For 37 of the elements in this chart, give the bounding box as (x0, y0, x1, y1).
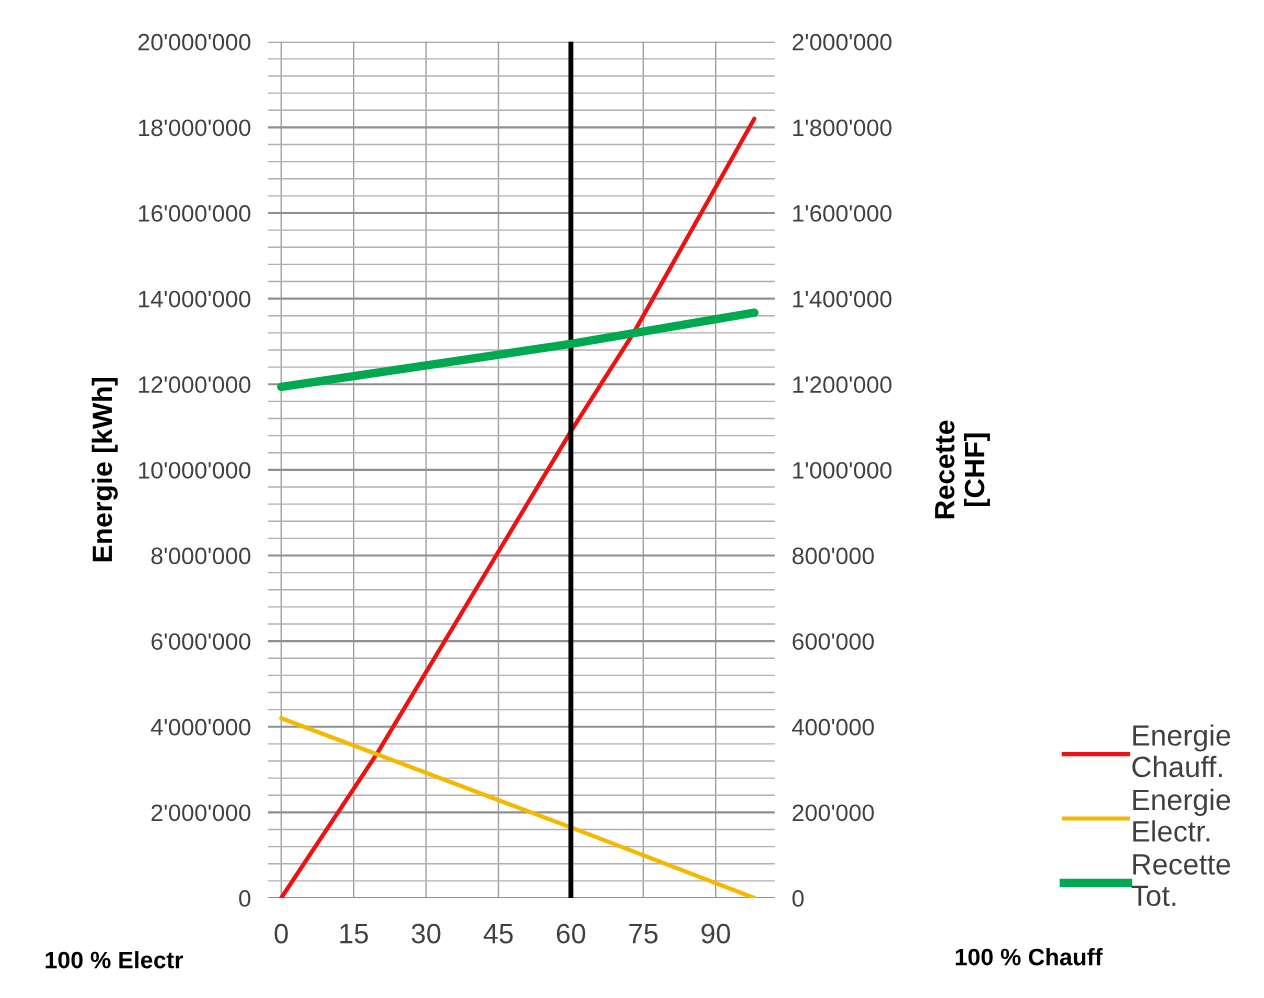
y2-tick-label: 1'400'000 (793, 290, 892, 308)
y-tick-label: 4'000'000 (150, 718, 251, 736)
y-tick-label: 20'000'000 (138, 33, 251, 51)
legend-label: Recette Tot. (1131, 854, 1231, 907)
y2-tick-label: 1'800'000 (793, 119, 892, 137)
y-tick-label: 18'000'000 (139, 119, 251, 137)
y2-axis-title: Recette [CHF] (935, 420, 990, 519)
y-tick-label: 6'000'000 (151, 633, 251, 650)
x-tick-label: 45 (483, 924, 513, 944)
x-tick-label: 30 (411, 923, 441, 944)
y-tick-label: 14'000'000 (139, 290, 251, 308)
y-tick-label: 16'000'000 (139, 205, 251, 222)
text: 100 % Chauff (955, 948, 1103, 966)
x-tick-label: 60 (556, 923, 586, 944)
y-tick-label: 0 (239, 890, 251, 907)
y2-tick-label: 2'000'000 (792, 33, 892, 51)
y2-tick-label: 600'000 (792, 633, 874, 650)
y-tick-label: 2'000'000 (151, 804, 251, 822)
y-tick-label: 10'000'000 (139, 461, 251, 479)
y2-tick-label: 1'200'000 (793, 376, 892, 394)
line-series (279, 116, 757, 898)
legend-label: Energie Electr. (1133, 788, 1231, 842)
y-tick-label: 12'000'000 (139, 376, 251, 394)
x-tick-label: 15 (340, 924, 368, 944)
y2-tick-label: 800'000 (792, 547, 874, 565)
y2-tick-label: 200'000 (792, 804, 874, 822)
y2-tick-label: 400'000 (792, 718, 874, 736)
x-tick-label: 90 (701, 923, 731, 944)
x-tick-label: 75 (629, 924, 658, 944)
text: 100 % Electr (45, 951, 184, 969)
y2-tick-label: 1'000'000 (793, 461, 892, 479)
y2-tick-label: 0 (792, 890, 804, 907)
y-axis-title: Energie [kWh] (91, 378, 118, 562)
x-tick-label: 0 (274, 923, 288, 944)
y2-tick-label: 1'600'000 (793, 205, 892, 222)
y-tick-label: 8'000'000 (151, 547, 251, 565)
legend-label: Energie Chauff. (1132, 724, 1231, 778)
